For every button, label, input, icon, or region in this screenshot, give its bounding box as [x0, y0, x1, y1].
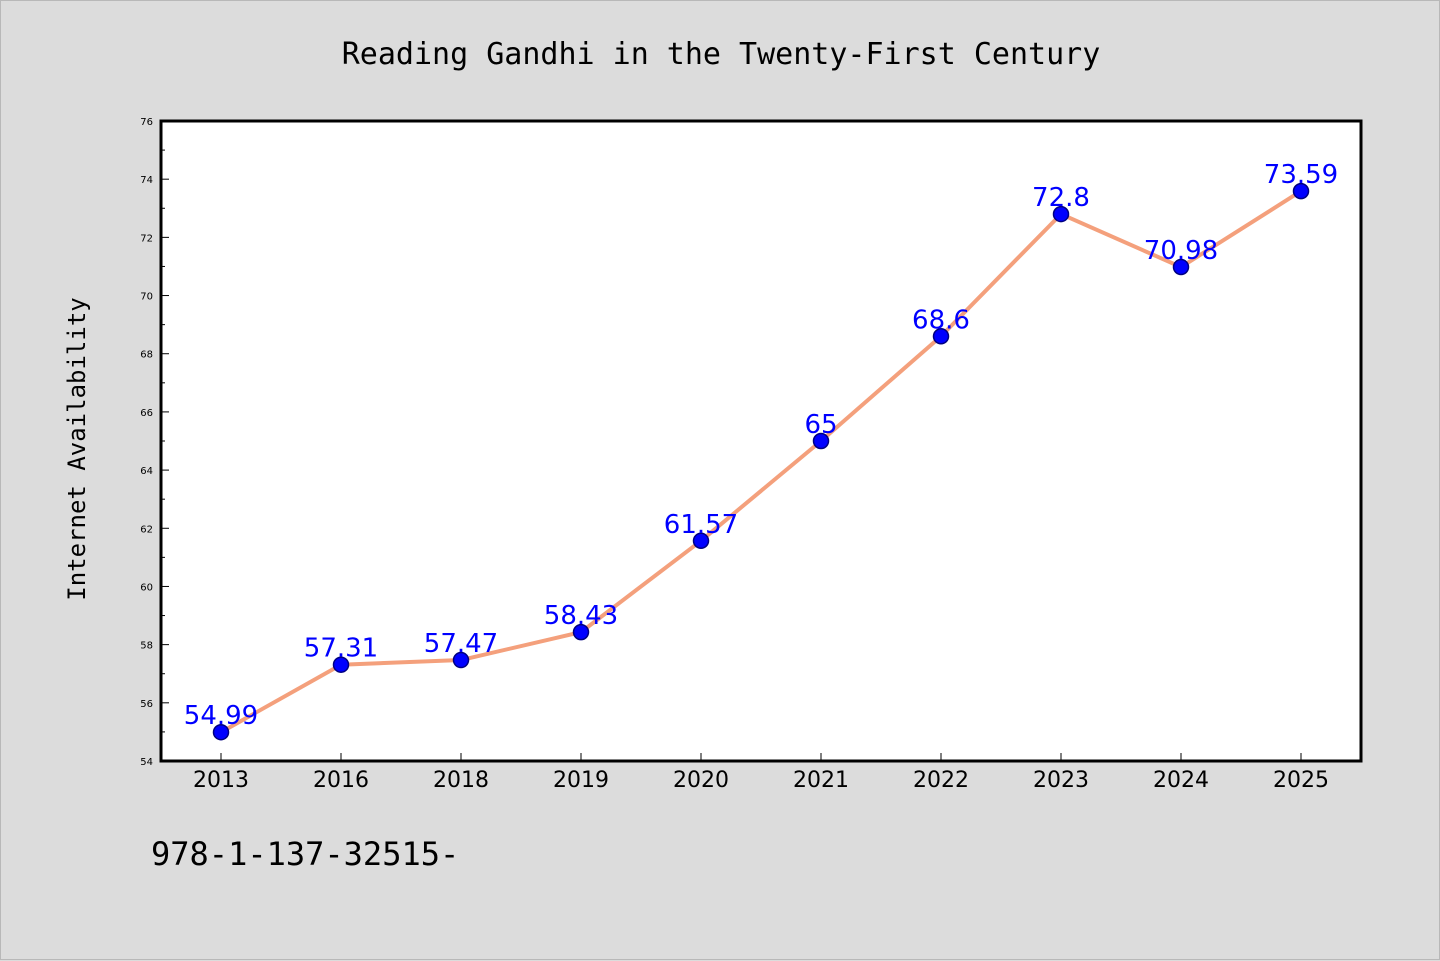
y-tick-label: 66 [140, 408, 153, 419]
data-labels: 54.99 57.31 57.47 58.43 61.57 65 68.6 72.8 70.98… [184, 160, 1338, 731]
x-tick-label: 2022 [913, 768, 969, 793]
x-tick-label: 2025 [1273, 768, 1329, 793]
x-tick-label: 2024 [1153, 768, 1209, 793]
data-point [932, 328, 950, 345]
x-tick-label: 2020 [673, 768, 729, 793]
data-label: 54.99 [184, 701, 258, 731]
y-tick-label: 70 [140, 292, 153, 303]
data-point [572, 623, 590, 641]
data-point [1292, 182, 1310, 200]
footer-isbn: 978-1-137-32515- [151, 835, 459, 873]
data-points [212, 182, 1310, 741]
y-axis-label: Internet Availability [63, 297, 91, 600]
x-tick-label: 2019 [553, 768, 609, 793]
y-tick-label: 56 [140, 699, 153, 710]
series-line [220, 189, 1303, 734]
x-tick-label: 2021 [793, 768, 849, 793]
chart-title: Reading Gandhi in the Twenty-First Centu… [342, 37, 1101, 72]
y-tick-label: 58 [140, 641, 153, 652]
y-tick-label: 62 [140, 524, 153, 535]
data-label: 57.31 [304, 634, 378, 664]
y-tick-label: 68 [140, 350, 153, 361]
data-point [452, 651, 470, 669]
y-tick-label: 54 [140, 757, 153, 768]
data-label: 65 [804, 410, 837, 440]
data-label: 70.98 [1144, 236, 1218, 266]
data-point [332, 656, 350, 673]
y-axis-ticks: 54 56 58 60 62 64 66 68 70 72 74 76 [140, 117, 169, 768]
y-tick-label: 64 [140, 466, 153, 477]
data-label: 61.57 [664, 510, 738, 540]
x-axis-ticks: 2013 2016 2018 2019 2020 2021 2022 2023 2024 2025 [193, 753, 1329, 793]
data-point [1052, 205, 1070, 223]
y-tick-label: 60 [140, 582, 153, 593]
data-point [212, 723, 230, 741]
data-label: 73.59 [1264, 160, 1338, 190]
y-tick-label: 72 [140, 233, 153, 244]
y-tick-label: 76 [140, 117, 153, 128]
plot-area [159, 119, 1363, 763]
data-label: 58.43 [544, 601, 618, 631]
x-tick-label: 2018 [433, 768, 489, 793]
data-point [812, 432, 830, 450]
x-tick-label: 2013 [193, 768, 249, 793]
x-tick-label: 2023 [1033, 768, 1089, 793]
data-point [692, 532, 710, 550]
y-tick-label: 74 [140, 175, 153, 186]
data-label: 57.47 [424, 629, 498, 659]
data-label: 68.6 [912, 305, 970, 335]
data-label: 72.8 [1032, 183, 1090, 213]
data-point [1172, 258, 1190, 276]
x-tick-label: 2016 [313, 768, 369, 793]
